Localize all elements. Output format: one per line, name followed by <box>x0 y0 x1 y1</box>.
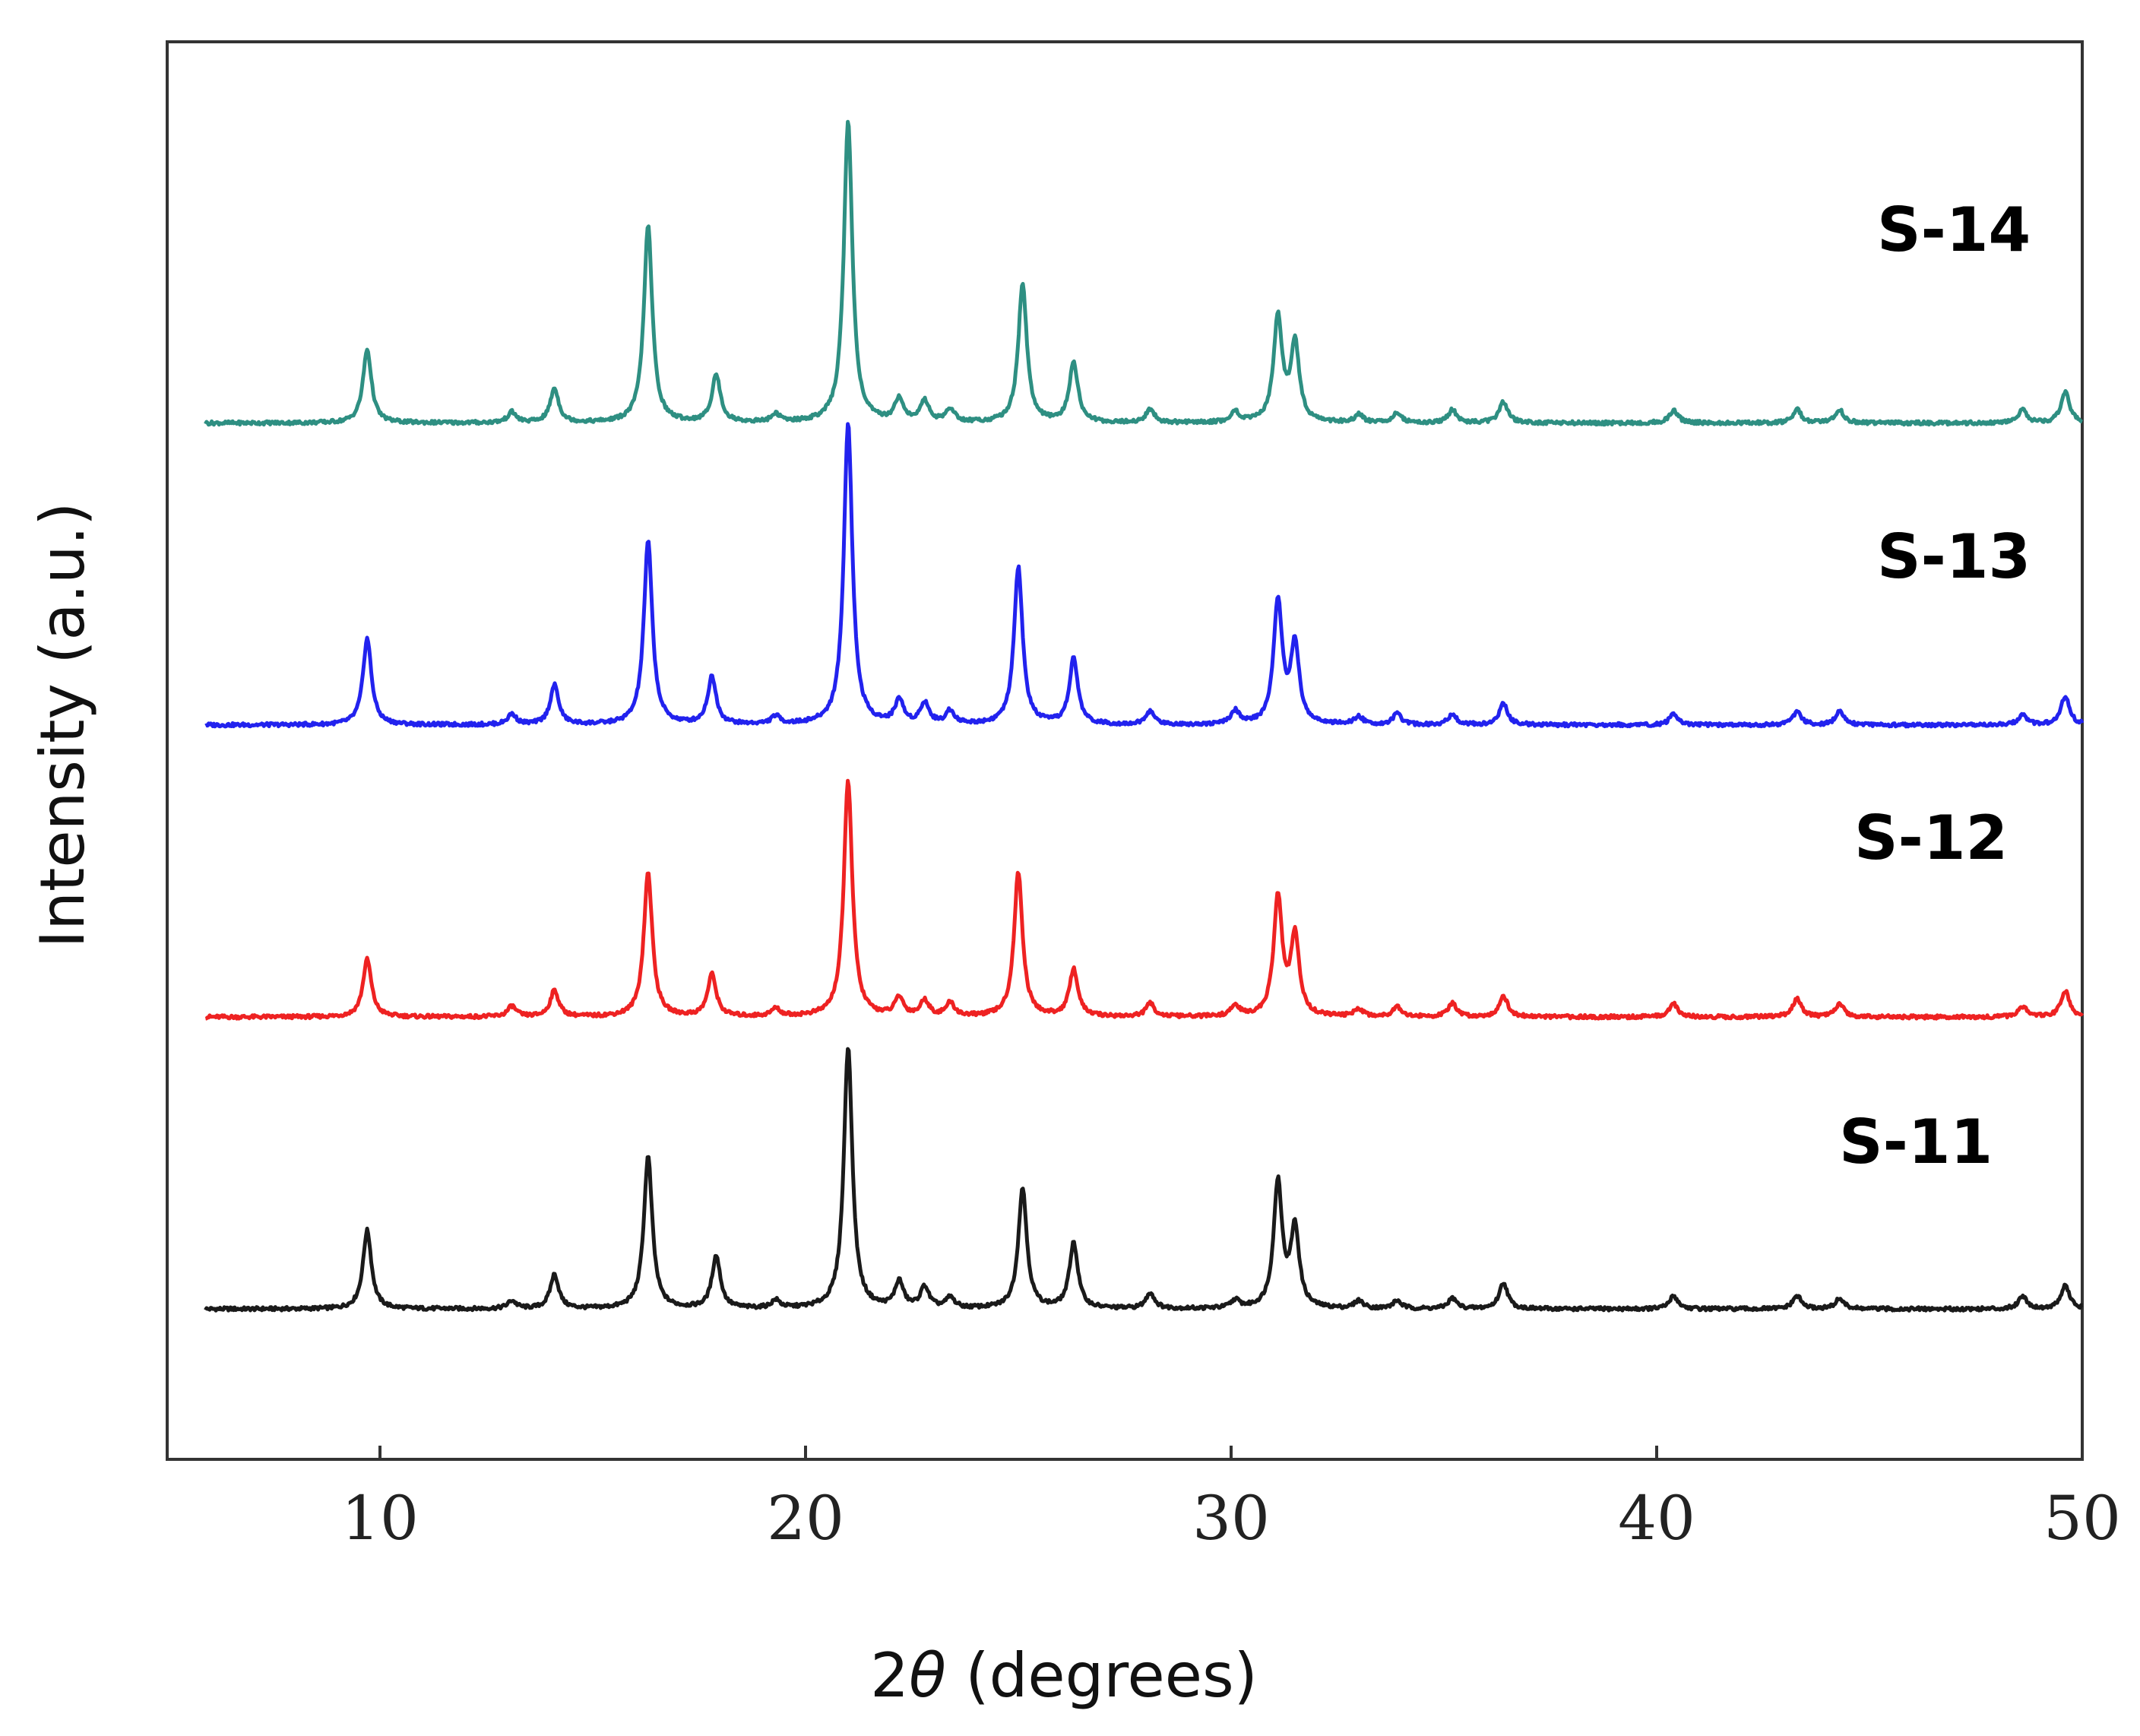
x-tick-label: 50 <box>2043 1483 2121 1554</box>
x-axis-title: 2θ (degrees) <box>870 1640 1258 1711</box>
series-label-s-14: S-14 <box>1877 195 2031 265</box>
x-axis-title-symbol: θ <box>909 1640 946 1711</box>
x-tick-layer: 10 20 30 40 50 <box>341 1446 2121 1554</box>
series-line-s-12 <box>204 778 2085 1021</box>
x-tick-label: 40 <box>1618 1483 1695 1554</box>
x-tick-label: 10 <box>341 1483 419 1554</box>
series-label-s-11: S-11 <box>1839 1107 1993 1177</box>
x-axis-title-suffix: (degrees) <box>946 1640 1258 1711</box>
x-axis-title-prefix: 2 <box>870 1640 909 1711</box>
series-line-s-13 <box>204 422 2085 729</box>
x-tick-label: 30 <box>1192 1483 1270 1554</box>
series-label-layer: S-11 S-12 S-13 S-14 <box>1839 195 2031 1177</box>
plot-frame <box>166 40 2084 1461</box>
series-label-s-12: S-12 <box>1854 803 2008 873</box>
y-axis-title: Intensity (a.u.) <box>27 502 98 949</box>
series-layer <box>204 119 2085 1313</box>
x-tick-label: 20 <box>767 1483 844 1554</box>
series-line-s-14 <box>204 119 2084 427</box>
series-line-s-11 <box>204 1047 2084 1313</box>
series-label-s-13: S-13 <box>1877 521 2031 592</box>
